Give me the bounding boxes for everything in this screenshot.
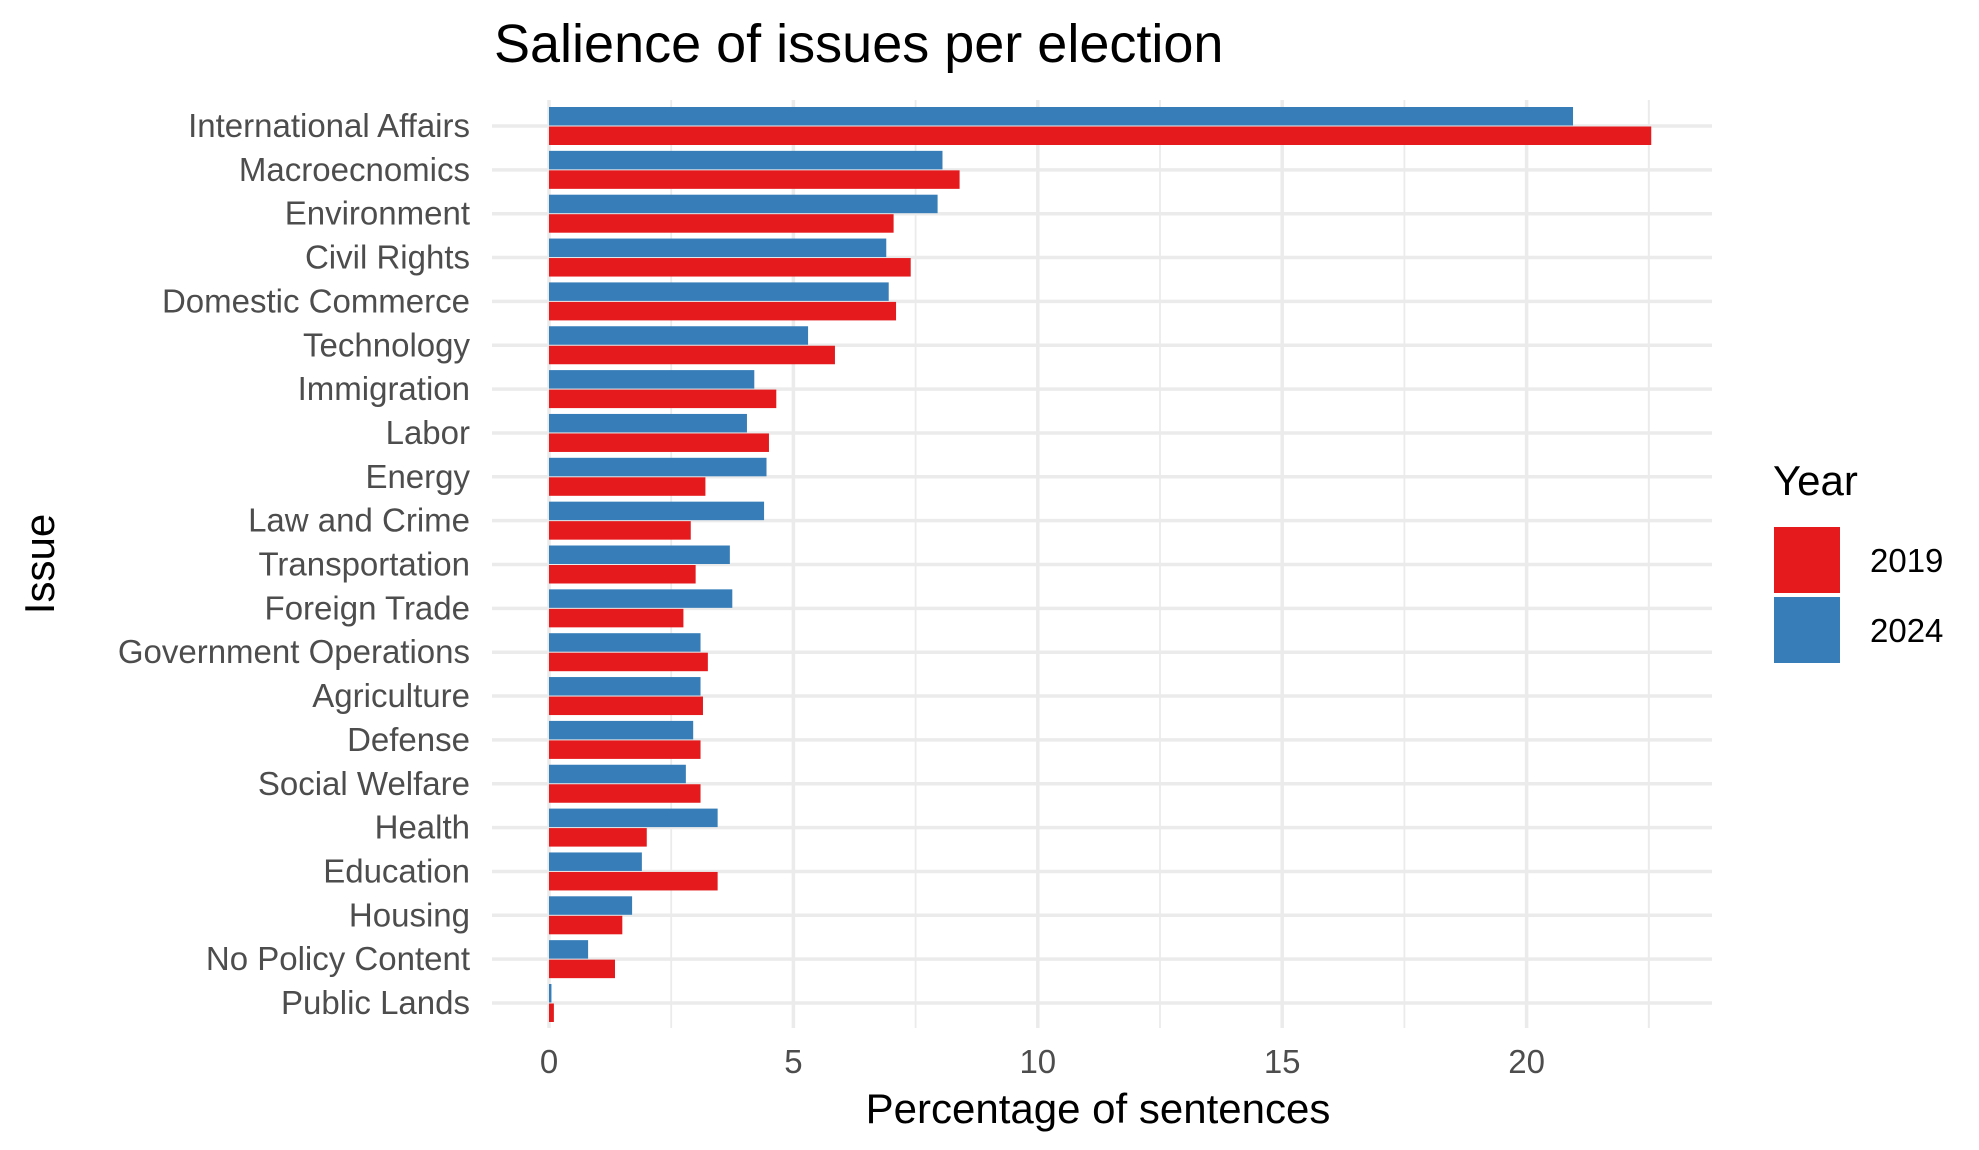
- bar-2019: [549, 828, 647, 847]
- category-label: Immigration: [298, 370, 470, 407]
- bar-2019: [549, 1003, 554, 1022]
- bar-2024: [549, 413, 747, 433]
- bar-2024: [549, 282, 889, 301]
- bar-2024: [549, 896, 633, 915]
- category-label: Law and Crime: [248, 502, 470, 539]
- bar-2024: [549, 238, 887, 258]
- category-label: International Affairs: [188, 107, 470, 144]
- bar-2024: [549, 589, 733, 608]
- category-label: Defense: [347, 721, 470, 758]
- legend-swatch: [1774, 597, 1840, 663]
- bar-2019: [549, 433, 769, 452]
- category-label: Macroecnomics: [239, 151, 470, 188]
- bar-2019: [549, 258, 911, 277]
- category-label: No Policy Content: [206, 940, 470, 977]
- bar-2024: [549, 808, 718, 828]
- chart-title: Salience of issues per election: [494, 14, 1223, 74]
- category-label: Environment: [285, 195, 470, 232]
- category-label: Domestic Commerce: [162, 282, 470, 319]
- category-label: Technology: [303, 326, 470, 363]
- bar-2019: [549, 784, 701, 803]
- bar-2024: [549, 326, 809, 345]
- bar-2019: [549, 871, 718, 891]
- grid: [492, 100, 1712, 1028]
- bar-2019: [549, 126, 1652, 145]
- category-label: Social Welfare: [258, 765, 470, 802]
- category-label: Foreign Trade: [265, 589, 470, 626]
- bar-2024: [549, 501, 765, 521]
- legend-title: Year: [1773, 457, 1858, 504]
- bar-2019: [549, 345, 835, 365]
- bar-2019: [549, 565, 696, 584]
- legend: Year 2019 2024: [1773, 457, 1943, 663]
- bar-2019: [549, 652, 708, 672]
- bar-2019: [549, 389, 777, 409]
- category-label: Health: [375, 809, 470, 846]
- x-tick-label: 0: [540, 1043, 558, 1080]
- category-label: Public Lands: [281, 984, 470, 1021]
- bar-2024: [549, 150, 943, 170]
- legend-label: 2019: [1870, 542, 1943, 579]
- y-axis-title: Issue: [16, 514, 63, 614]
- bar-2019: [549, 170, 960, 189]
- bar-2019: [549, 608, 684, 628]
- legend-label: 2024: [1870, 612, 1943, 649]
- bar-2019: [549, 740, 701, 759]
- bar-2024: [549, 194, 938, 214]
- category-label: Energy: [365, 458, 470, 495]
- bar-2019: [549, 696, 703, 716]
- bar-2024: [549, 940, 589, 959]
- bar-2019: [549, 214, 894, 233]
- bars: [549, 107, 1652, 1022]
- category-labels: International Affairs Macroecnomics Enviro…: [118, 107, 471, 1021]
- bar-2024: [549, 545, 730, 564]
- bar-2024: [549, 852, 642, 871]
- category-label: Government Operations: [118, 633, 470, 670]
- bar-2024: [549, 457, 767, 477]
- category-label: Education: [323, 852, 470, 889]
- x-tick-label: 15: [1264, 1043, 1301, 1080]
- category-label: Agriculture: [312, 677, 470, 714]
- category-label: Labor: [386, 414, 470, 451]
- category-label: Civil Rights: [305, 239, 470, 276]
- category-label: Housing: [349, 896, 470, 933]
- legend-swatch: [1774, 527, 1840, 593]
- x-tick-labels: 0 5 10 15 20: [540, 1043, 1545, 1080]
- legend-items: 2019 2024: [1774, 527, 1943, 663]
- bar-2019: [549, 915, 623, 935]
- bar-2024: [549, 764, 686, 784]
- bar-2024: [549, 370, 755, 389]
- x-tick-label: 10: [1019, 1043, 1056, 1080]
- bar-2024: [549, 677, 701, 696]
- bar-2024: [549, 720, 694, 740]
- bar-2019: [549, 521, 691, 540]
- bar-2024: [549, 633, 701, 652]
- x-axis-title: Percentage of sentences: [866, 1085, 1331, 1132]
- category-label: Transportation: [258, 546, 470, 583]
- bar-2024: [549, 984, 552, 1003]
- bar-2019: [549, 301, 897, 321]
- x-tick-label: 5: [784, 1043, 802, 1080]
- bar-2024: [549, 107, 1574, 126]
- bar-2019: [549, 477, 706, 496]
- x-tick-label: 20: [1508, 1043, 1545, 1080]
- bar-2019: [549, 959, 615, 979]
